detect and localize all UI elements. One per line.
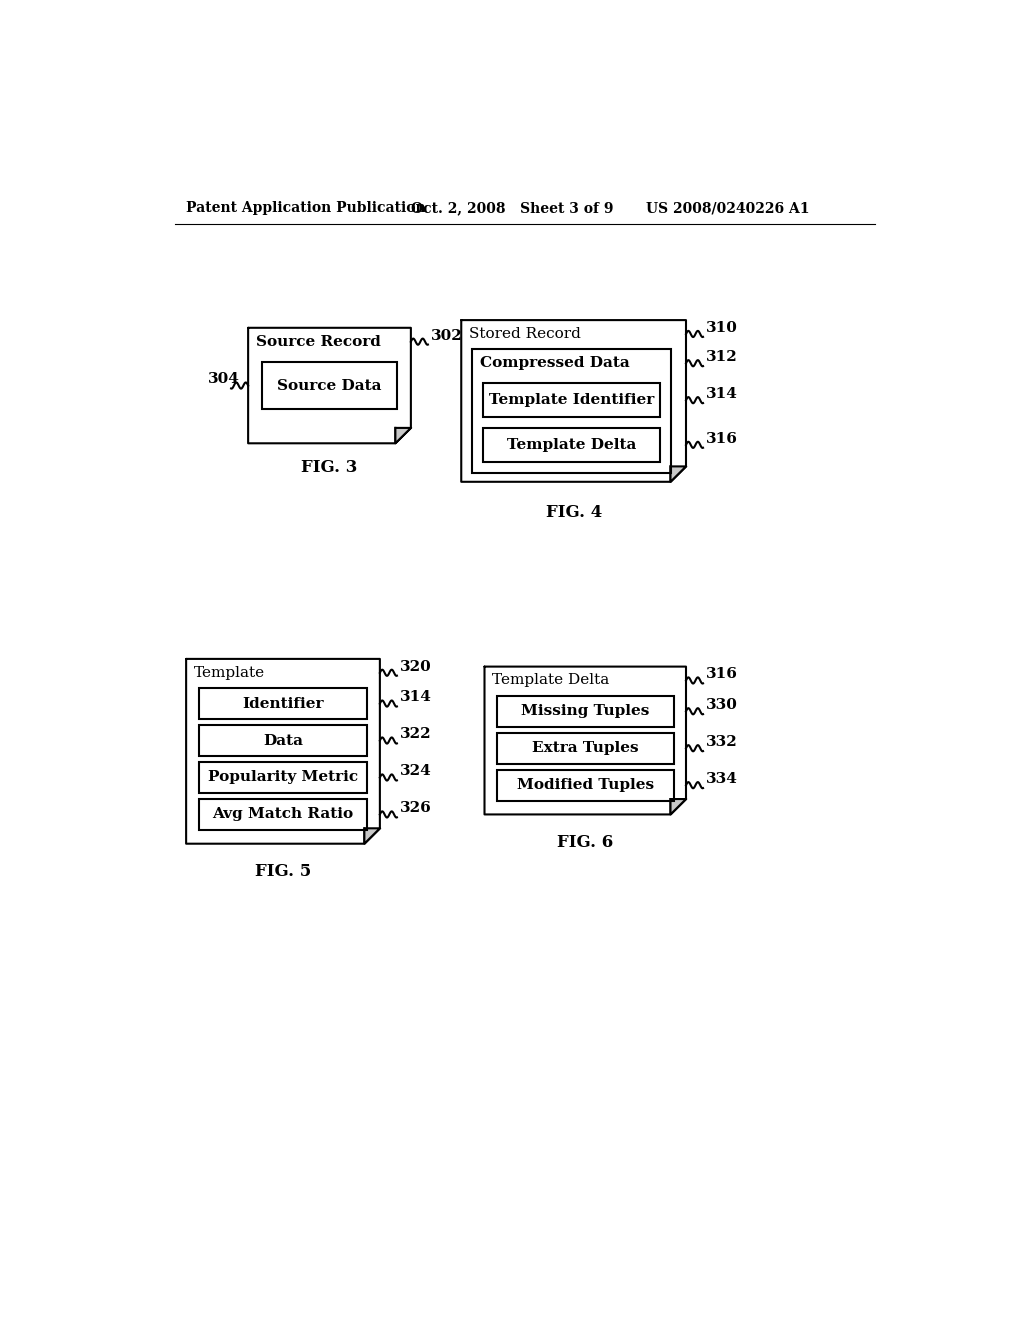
Text: 316: 316 [707, 432, 738, 446]
Text: 320: 320 [400, 660, 432, 673]
Polygon shape [671, 799, 686, 814]
Text: FIG. 6: FIG. 6 [557, 834, 613, 850]
Text: FIG. 4: FIG. 4 [546, 504, 602, 521]
Text: 302: 302 [431, 329, 463, 342]
Bar [483, 383, 659, 417]
Bar [483, 428, 659, 462]
Text: 304: 304 [208, 372, 240, 387]
Bar [262, 362, 397, 409]
Text: 330: 330 [707, 698, 738, 711]
Text: 316: 316 [707, 668, 738, 681]
Text: 322: 322 [400, 727, 432, 742]
Text: Template: Template [194, 665, 265, 680]
Bar [497, 696, 674, 726]
Text: Oct. 2, 2008   Sheet 3 of 9: Oct. 2, 2008 Sheet 3 of 9 [411, 202, 613, 215]
Text: Identifier: Identifier [243, 697, 324, 710]
Bar [199, 688, 368, 719]
Bar [472, 350, 671, 473]
Text: Modified Tuples: Modified Tuples [517, 779, 653, 792]
Text: 324: 324 [400, 764, 432, 779]
Text: Stored Record: Stored Record [469, 327, 581, 341]
Text: 314: 314 [400, 690, 432, 705]
Bar [199, 799, 368, 830]
Text: Template Delta: Template Delta [493, 673, 609, 688]
Text: Compressed Data: Compressed Data [480, 356, 630, 370]
Bar [497, 770, 674, 800]
Text: FIG. 5: FIG. 5 [255, 863, 311, 880]
Text: Template Identifier: Template Identifier [488, 393, 654, 407]
Text: 314: 314 [707, 387, 738, 401]
Text: Missing Tuples: Missing Tuples [521, 705, 649, 718]
Text: Source Data: Source Data [278, 379, 382, 392]
Text: 326: 326 [400, 801, 432, 816]
Text: Avg Match Ratio: Avg Match Ratio [212, 808, 353, 821]
Polygon shape [671, 466, 686, 482]
Text: Patent Application Publication: Patent Application Publication [186, 202, 426, 215]
Text: Data: Data [263, 734, 303, 747]
Text: US 2008/0240226 A1: US 2008/0240226 A1 [646, 202, 809, 215]
Text: FIG. 3: FIG. 3 [301, 459, 357, 477]
Text: 310: 310 [707, 321, 738, 335]
Text: 332: 332 [707, 735, 738, 748]
Text: Template Delta: Template Delta [507, 438, 636, 451]
Text: 334: 334 [707, 772, 738, 785]
Polygon shape [365, 829, 380, 843]
Bar [497, 733, 674, 763]
Polygon shape [395, 428, 411, 444]
Text: 312: 312 [707, 350, 738, 364]
Bar [199, 725, 368, 756]
Text: Extra Tuples: Extra Tuples [531, 742, 639, 755]
Bar [199, 762, 368, 793]
Text: Popularity Metric: Popularity Metric [208, 771, 358, 784]
Text: Source Record: Source Record [256, 335, 381, 348]
